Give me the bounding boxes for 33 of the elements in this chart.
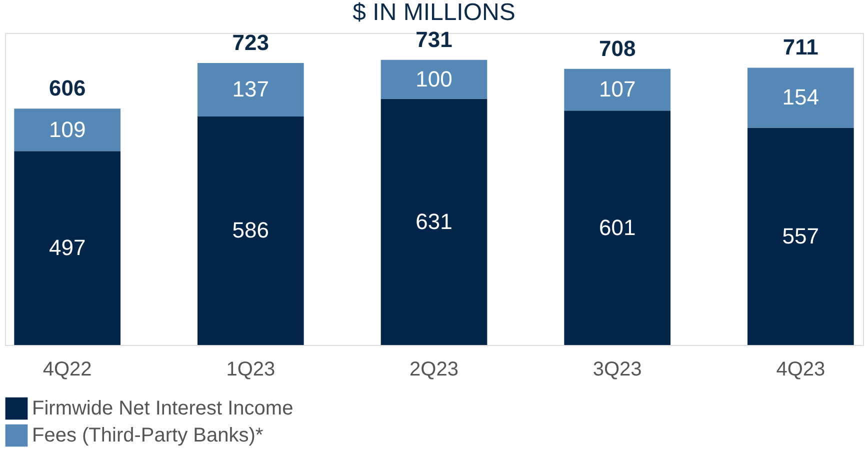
- data-label: 557: [782, 223, 820, 248]
- bar: [198, 116, 304, 345]
- data-label: 601: [598, 214, 636, 240]
- bar: [748, 128, 854, 345]
- data-label: 100: [416, 66, 452, 92]
- legend-label: Firmwide Net Interest Income: [32, 398, 294, 420]
- bar: [380, 98, 488, 345]
- total-label: 731: [416, 26, 452, 52]
- data-label: 137: [232, 76, 270, 102]
- data-label: 107: [598, 76, 636, 102]
- total-label: 711: [782, 34, 818, 60]
- x-tick-label: 1Q23: [226, 358, 276, 380]
- total-label: 708: [598, 36, 636, 61]
- bar: [198, 63, 304, 116]
- legend-label: Fees (Third-Party Banks)*: [32, 424, 264, 446]
- chart-title: $ IN MILLIONS: [352, 0, 516, 26]
- bar: [14, 151, 120, 345]
- x-tick-label: 2Q23: [410, 358, 458, 380]
- bar: [14, 108, 120, 152]
- data-label: 631: [416, 208, 452, 234]
- bar: [748, 68, 854, 128]
- data-label: 586: [232, 218, 270, 243]
- total-label: 723: [232, 30, 270, 56]
- data-label: 109: [48, 116, 86, 142]
- data-label: 497: [48, 235, 86, 260]
- bar: [564, 110, 670, 345]
- data-label: 154: [782, 84, 820, 110]
- x-tick-label: 4Q23: [776, 358, 826, 380]
- x-tick-label: 3Q23: [592, 358, 642, 380]
- x-tick-label: 4Q22: [42, 358, 92, 380]
- bar: [564, 68, 670, 111]
- total-label: 606: [48, 76, 86, 101]
- bar: [380, 60, 488, 99]
